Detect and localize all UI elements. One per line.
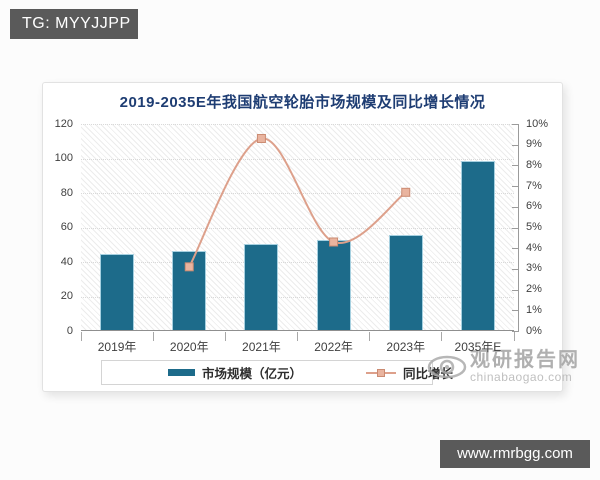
legend-item-growth: 同比增长 (366, 363, 453, 382)
bar-series (81, 124, 514, 330)
x-axis-label: 2035年E (454, 340, 502, 354)
right-axis-tick (512, 248, 519, 250)
right-axis-tick (512, 206, 519, 208)
bar (388, 235, 423, 330)
left-axis-tick-label: 120 (54, 117, 73, 130)
x-axis-label: 2019年 (97, 340, 137, 354)
x-axis-tick (80, 332, 82, 341)
right-axis-tick-label: 7% (526, 179, 542, 192)
watermark-domain: chinabaogao.com (470, 370, 573, 384)
left-axis-tick-label: 20 (60, 290, 73, 302)
left-axis-tick-label: 60 (60, 221, 73, 233)
right-axis-tick-label: 4% (526, 241, 542, 254)
left-axis-tick-label: 0 (66, 324, 73, 337)
right-axis-tick-label: 1% (526, 303, 542, 316)
growth-point-marker (329, 237, 339, 247)
right-axis-tick (512, 227, 519, 229)
right-axis-tick-label: 0% (526, 324, 542, 337)
right-axis-tick (512, 268, 519, 270)
right-axis-tick-label: 5% (526, 221, 542, 233)
bar (100, 254, 135, 330)
gridline (81, 193, 514, 194)
gridline (81, 158, 514, 160)
line-swatch-icon (366, 368, 397, 377)
growth-line-series (184, 133, 411, 272)
right-axis-tick (512, 289, 519, 291)
telegram-badge: TG: MYYJJPP (10, 9, 138, 39)
x-axis-label: 2022年 (314, 340, 353, 354)
gridline (81, 262, 514, 263)
x-axis-tick (369, 332, 371, 341)
right-axis-tick (512, 310, 519, 312)
right-axis-tick-label: 2% (526, 283, 542, 296)
right-axis-tick (512, 144, 519, 146)
growth-point-marker (401, 187, 411, 197)
right-axis-tick (512, 124, 519, 125)
bar (316, 240, 351, 330)
right-axis-tick-label: 3% (526, 262, 542, 275)
left-axis-tick-label: 40 (60, 255, 73, 268)
legend-label-growth: 同比增长 (403, 367, 454, 381)
bar-swatch-icon (168, 369, 195, 376)
left-axis-tick-label: 80 (60, 186, 73, 199)
legend-label-market-size: 市场规模（亿元） (202, 367, 303, 381)
gridline (81, 227, 514, 229)
gridline (81, 124, 514, 125)
x-axis-tick (441, 332, 443, 341)
x-axis-label: 2020年 (169, 340, 209, 354)
x-axis-label: 2023年 (386, 340, 426, 354)
right-axis-tick-label: 10% (526, 117, 549, 130)
right-axis-tick (512, 331, 519, 332)
legend-item-market-size: 市场规模（亿元） (168, 363, 302, 382)
left-axis-tick-label: 100 (54, 152, 73, 164)
plot-area (81, 124, 514, 331)
chart-title: 2019-2035E年我国航空轮胎市场规模及同比增长情况 (119, 94, 486, 111)
bar (460, 160, 495, 330)
bar (244, 243, 279, 330)
right-axis-tick-label: 8% (526, 158, 542, 171)
x-axis-tick (224, 332, 226, 341)
chart-card: 2019-2035E年我国航空轮胎市场规模及同比增长情况 市场规模（亿元） 同比… (42, 82, 578, 392)
website-badge: www.rmrbgg.com (440, 440, 590, 468)
x-axis-tick (297, 332, 298, 341)
gridline (81, 296, 514, 298)
x-axis-label: 2021年 (242, 340, 281, 354)
gridlines (81, 124, 514, 330)
growth-point-marker (256, 133, 266, 143)
right-axis-tick-label: 9% (526, 138, 542, 151)
line-marker-icon (377, 368, 386, 377)
legend: 市场规模（亿元） 同比增长 (101, 360, 453, 385)
x-axis-tick (152, 332, 154, 341)
right-axis-tick (512, 186, 519, 188)
growth-point-marker (184, 262, 194, 272)
right-axis-tick (512, 165, 519, 167)
x-axis-tick (513, 332, 515, 341)
right-axis-tick-label: 6% (526, 200, 542, 213)
growth-line (188, 137, 407, 268)
